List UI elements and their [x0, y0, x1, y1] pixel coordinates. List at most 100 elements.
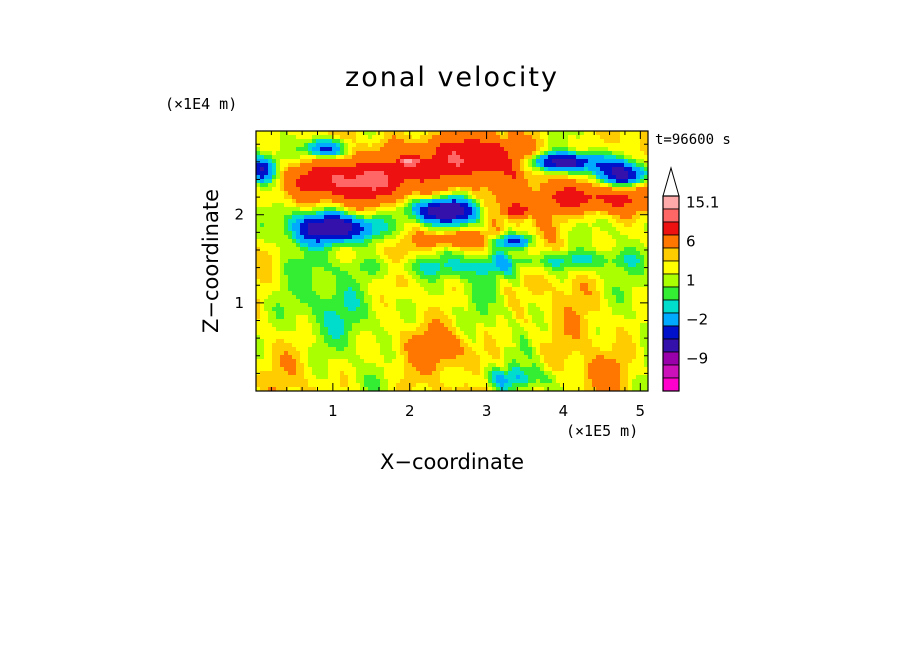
field-cell: [448, 151, 453, 156]
field-cell: [412, 159, 417, 164]
field-cell: [424, 367, 429, 372]
field-cell: [448, 139, 453, 144]
field-cell: [384, 131, 389, 136]
field-cell: [296, 151, 301, 156]
field-cell: [380, 251, 385, 256]
field-cell: [388, 251, 393, 256]
field-cell: [384, 323, 389, 328]
field-cell: [256, 223, 261, 228]
field-cell: [300, 199, 305, 204]
field-cell: [524, 263, 529, 268]
field-cell: [316, 371, 321, 376]
field-cell: [492, 387, 497, 391]
field-cell: [448, 159, 453, 164]
field-cell: [308, 331, 313, 336]
field-cell: [528, 139, 533, 144]
field-cell: [436, 183, 441, 188]
field-cell: [480, 227, 485, 232]
field-cell: [520, 179, 525, 184]
field-cell: [492, 179, 497, 184]
field-cell: [292, 367, 297, 372]
field-cell: [344, 183, 349, 188]
field-cell: [304, 199, 309, 204]
field-cell: [516, 231, 521, 236]
field-cell: [364, 203, 369, 208]
field-cell: [288, 311, 293, 316]
field-cell: [384, 235, 389, 240]
field-cell: [464, 171, 469, 176]
field-cell: [328, 359, 333, 364]
field-cell: [424, 339, 429, 344]
field-cell: [456, 223, 461, 228]
field-cell: [344, 239, 349, 244]
field-cell: [292, 211, 297, 216]
field-cell: [288, 267, 293, 272]
field-cell: [400, 367, 405, 372]
field-cell: [408, 263, 413, 268]
field-cell: [348, 295, 353, 300]
field-cell: [344, 247, 349, 252]
field-cell: [524, 243, 529, 248]
field-cell: [320, 379, 325, 384]
field-cell: [520, 343, 525, 348]
field-cell: [424, 203, 429, 208]
field-cell: [436, 387, 441, 391]
field-cell: [472, 151, 477, 156]
field-cell: [380, 195, 385, 200]
field-cell: [380, 175, 385, 180]
field-cell: [556, 159, 561, 164]
field-cell: [552, 235, 557, 240]
field-cell: [308, 195, 313, 200]
field-cell: [352, 151, 357, 156]
field-cell: [388, 263, 393, 268]
field-cell: [452, 171, 457, 176]
field-cell: [336, 207, 341, 212]
field-cell: [472, 347, 477, 352]
field-cell: [548, 219, 553, 224]
field-cell: [520, 347, 525, 352]
field-cell: [520, 251, 525, 256]
field-cell: [440, 279, 445, 284]
field-cell: [300, 335, 305, 340]
field-cell: [316, 143, 321, 148]
field-cell: [392, 315, 397, 320]
field-cell: [360, 187, 365, 192]
field-cell: [332, 191, 337, 196]
field-cell: [560, 135, 565, 140]
field-cell: [344, 131, 349, 136]
field-cell: [328, 255, 333, 260]
field-cell: [352, 367, 357, 372]
field-cell: [304, 251, 309, 256]
field-cell: [260, 159, 265, 164]
field-cell: [496, 207, 501, 212]
field-cell: [392, 351, 397, 356]
field-cell: [256, 339, 261, 344]
field-cell: [560, 303, 565, 308]
field-cell: [488, 295, 493, 300]
field-cell: [420, 339, 425, 344]
field-cell: [356, 203, 361, 208]
field-cell: [460, 315, 465, 320]
field-cell: [428, 223, 433, 228]
field-cell: [560, 315, 565, 320]
field-cell: [448, 335, 453, 340]
field-cell: [268, 331, 273, 336]
field-cell: [532, 267, 537, 272]
field-cell: [296, 255, 301, 260]
field-cell: [340, 167, 345, 172]
field-cell: [376, 155, 381, 160]
field-cell: [464, 235, 469, 240]
field-cell: [296, 215, 301, 220]
field-cell: [276, 315, 281, 320]
field-cell: [540, 363, 545, 368]
field-cell: [400, 199, 405, 204]
field-cell: [484, 211, 489, 216]
field-cell: [272, 255, 277, 260]
field-cell: [480, 335, 485, 340]
field-cell: [396, 371, 401, 376]
field-cell: [408, 151, 413, 156]
field-cell: [376, 195, 381, 200]
field-cell: [384, 387, 389, 391]
field-cell: [260, 151, 265, 156]
field-cell: [416, 195, 421, 200]
